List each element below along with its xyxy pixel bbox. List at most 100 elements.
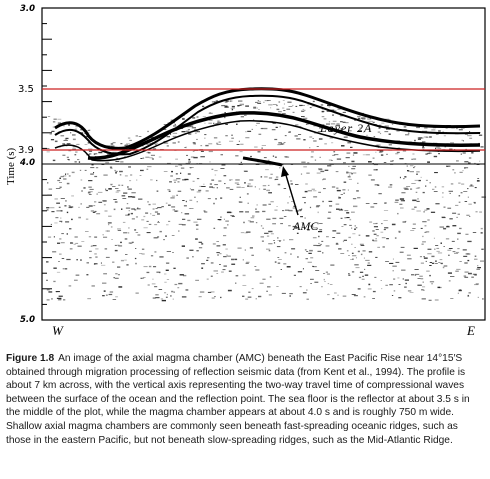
- noise-speck: [427, 152, 432, 154]
- noise-speck: [292, 225, 297, 228]
- noise-speck: [392, 270, 394, 272]
- noise-speck: [424, 127, 428, 129]
- noise-speck: [438, 130, 441, 132]
- noise-speck: [236, 184, 240, 185]
- noise-speck: [268, 192, 272, 194]
- noise-speck: [427, 248, 432, 250]
- noise-speck: [472, 273, 477, 275]
- noise-speck: [150, 179, 153, 181]
- noise-speck: [279, 217, 284, 219]
- layer-2a-label: Layer 2A: [319, 121, 372, 135]
- noise-speck: [473, 202, 476, 204]
- noise-speck: [362, 154, 367, 156]
- noise-speck: [476, 268, 480, 270]
- noise-speck: [395, 261, 400, 263]
- noise-speck: [427, 253, 432, 255]
- noise-speck: [434, 172, 438, 174]
- noise-speck: [204, 137, 206, 139]
- noise-speck: [307, 162, 310, 164]
- noise-speck: [167, 189, 171, 191]
- noise-speck: [367, 262, 370, 264]
- noise-speck: [189, 208, 194, 209]
- noise-speck: [268, 249, 271, 252]
- noise-speck: [393, 278, 396, 280]
- noise-speck: [59, 177, 61, 179]
- noise-speck: [54, 198, 58, 200]
- noise-speck: [216, 252, 220, 254]
- noise-speck: [297, 210, 302, 212]
- noise-speck: [443, 265, 448, 267]
- noise-speck: [458, 201, 461, 203]
- noise-speck: [394, 201, 399, 203]
- noise-speck: [78, 161, 81, 163]
- noise-speck: [89, 250, 92, 252]
- noise-speck: [108, 188, 112, 190]
- noise-speck: [412, 153, 415, 155]
- noise-speck: [307, 261, 312, 263]
- noise-speck: [368, 174, 372, 176]
- noise-speck: [303, 109, 306, 111]
- noise-speck: [351, 173, 353, 175]
- noise-speck: [231, 137, 234, 139]
- noise-speck: [384, 227, 389, 229]
- noise-speck: [213, 137, 218, 139]
- noise-speck: [247, 130, 252, 132]
- noise-speck: [348, 255, 350, 256]
- noise-speck: [296, 232, 299, 234]
- noise-speck: [50, 207, 55, 209]
- noise-speck: [253, 106, 257, 108]
- noise-speck: [465, 148, 467, 150]
- noise-speck: [102, 295, 105, 297]
- noise-speck: [74, 154, 77, 156]
- noise-speck: [61, 221, 63, 223]
- noise-speck: [420, 227, 423, 229]
- noise-speck: [477, 267, 481, 269]
- noise-speck: [178, 164, 182, 166]
- noise-speck: [328, 121, 331, 123]
- noise-speck: [93, 205, 96, 207]
- noise-speck: [256, 122, 260, 124]
- noise-speck: [223, 175, 227, 177]
- noise-speck: [462, 140, 464, 142]
- noise-speck: [403, 187, 408, 189]
- amc-arrow: [284, 171, 299, 216]
- noise-speck: [236, 144, 240, 145]
- noise-speck: [231, 258, 234, 261]
- noise-speck: [215, 100, 219, 102]
- noise-speck: [148, 152, 151, 154]
- noise-speck: [262, 278, 266, 280]
- noise-speck: [224, 105, 228, 107]
- noise-speck: [482, 298, 484, 300]
- noise-speck: [198, 241, 203, 243]
- noise-speck: [115, 296, 118, 298]
- noise-speck: [173, 267, 176, 269]
- noise-speck: [167, 162, 171, 164]
- noise-speck: [128, 227, 130, 229]
- noise-speck: [91, 285, 95, 287]
- noise-speck: [452, 251, 456, 253]
- noise-speck: [365, 203, 370, 204]
- noise-speck: [429, 274, 431, 277]
- noise-speck: [136, 179, 138, 181]
- noise-speck: [384, 202, 386, 204]
- noise-speck: [383, 162, 387, 163]
- noise-speck: [60, 198, 65, 199]
- noise-speck: [423, 257, 428, 259]
- noise-speck: [258, 188, 261, 190]
- noise-speck: [409, 165, 414, 167]
- noise-speck: [90, 245, 93, 247]
- noise-speck: [222, 244, 226, 246]
- noise-speck: [423, 211, 425, 213]
- noise-speck: [136, 208, 141, 210]
- noise-speck: [479, 211, 482, 213]
- noise-speck: [251, 128, 253, 130]
- noise-speck: [107, 153, 111, 155]
- noise-speck: [404, 176, 407, 178]
- noise-speck: [90, 173, 94, 175]
- noise-speck: [457, 213, 460, 215]
- noise-speck: [74, 236, 78, 238]
- noise-speck: [331, 160, 333, 161]
- noise-speck: [407, 258, 412, 260]
- noise-speck: [65, 200, 67, 202]
- noise-speck: [208, 122, 212, 124]
